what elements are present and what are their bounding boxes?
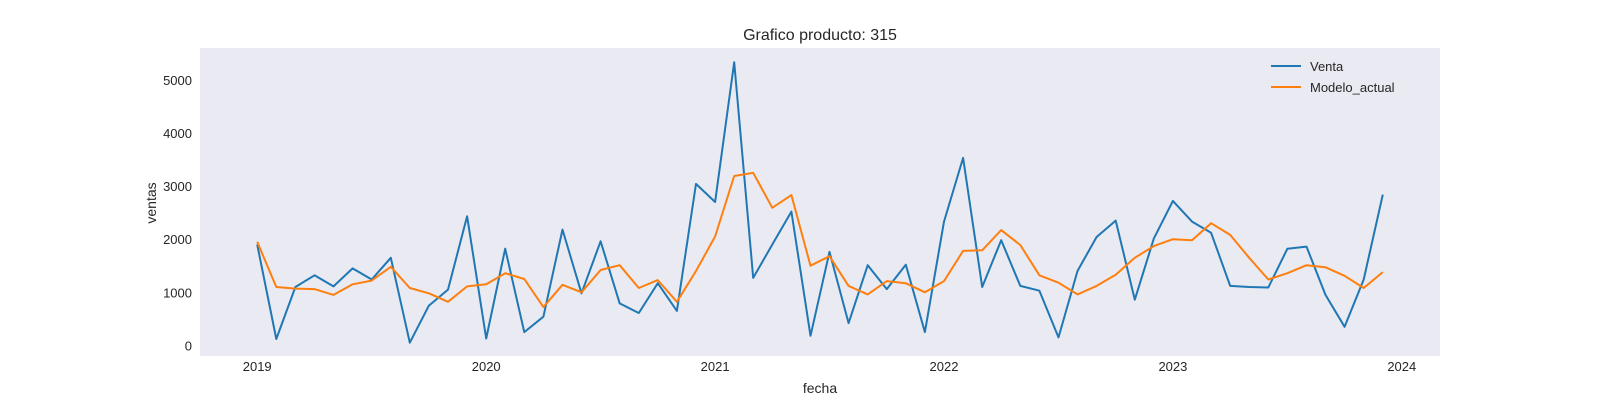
series-line-modelo-actual bbox=[256, 171, 1384, 309]
x-tick-label: 2019 bbox=[243, 359, 272, 374]
y-tick-label: 4000 bbox=[163, 126, 192, 141]
x-axis-ticks: 2019 2020 2021 2022 2023 2024 bbox=[243, 359, 1417, 374]
y-tick-label: 2000 bbox=[163, 232, 192, 247]
y-tick-label: 1000 bbox=[163, 285, 192, 300]
legend-label: Modelo_actual bbox=[1310, 80, 1395, 95]
x-axis-label: fecha bbox=[803, 380, 837, 396]
y-axis-label: ventas bbox=[143, 182, 159, 223]
y-tick-label: 3000 bbox=[163, 179, 192, 194]
series-layer bbox=[256, 61, 1384, 344]
legend-label: Venta bbox=[1310, 59, 1344, 74]
series-line-venta bbox=[256, 61, 1384, 344]
y-tick-label: 0 bbox=[185, 338, 192, 353]
plot-area bbox=[200, 48, 1440, 356]
chart-title: Grafico producto: 315 bbox=[743, 27, 897, 44]
x-tick-label: 2023 bbox=[1158, 359, 1187, 374]
x-tick-label: 2022 bbox=[930, 359, 959, 374]
y-axis-ticks: 0 1000 2000 3000 4000 5000 bbox=[163, 73, 192, 353]
x-tick-label: 2020 bbox=[472, 359, 501, 374]
x-tick-label: 2021 bbox=[701, 359, 730, 374]
legend: Venta Modelo_actual bbox=[1271, 59, 1395, 95]
x-tick-label: 2024 bbox=[1387, 359, 1416, 374]
y-tick-label: 5000 bbox=[163, 73, 192, 88]
